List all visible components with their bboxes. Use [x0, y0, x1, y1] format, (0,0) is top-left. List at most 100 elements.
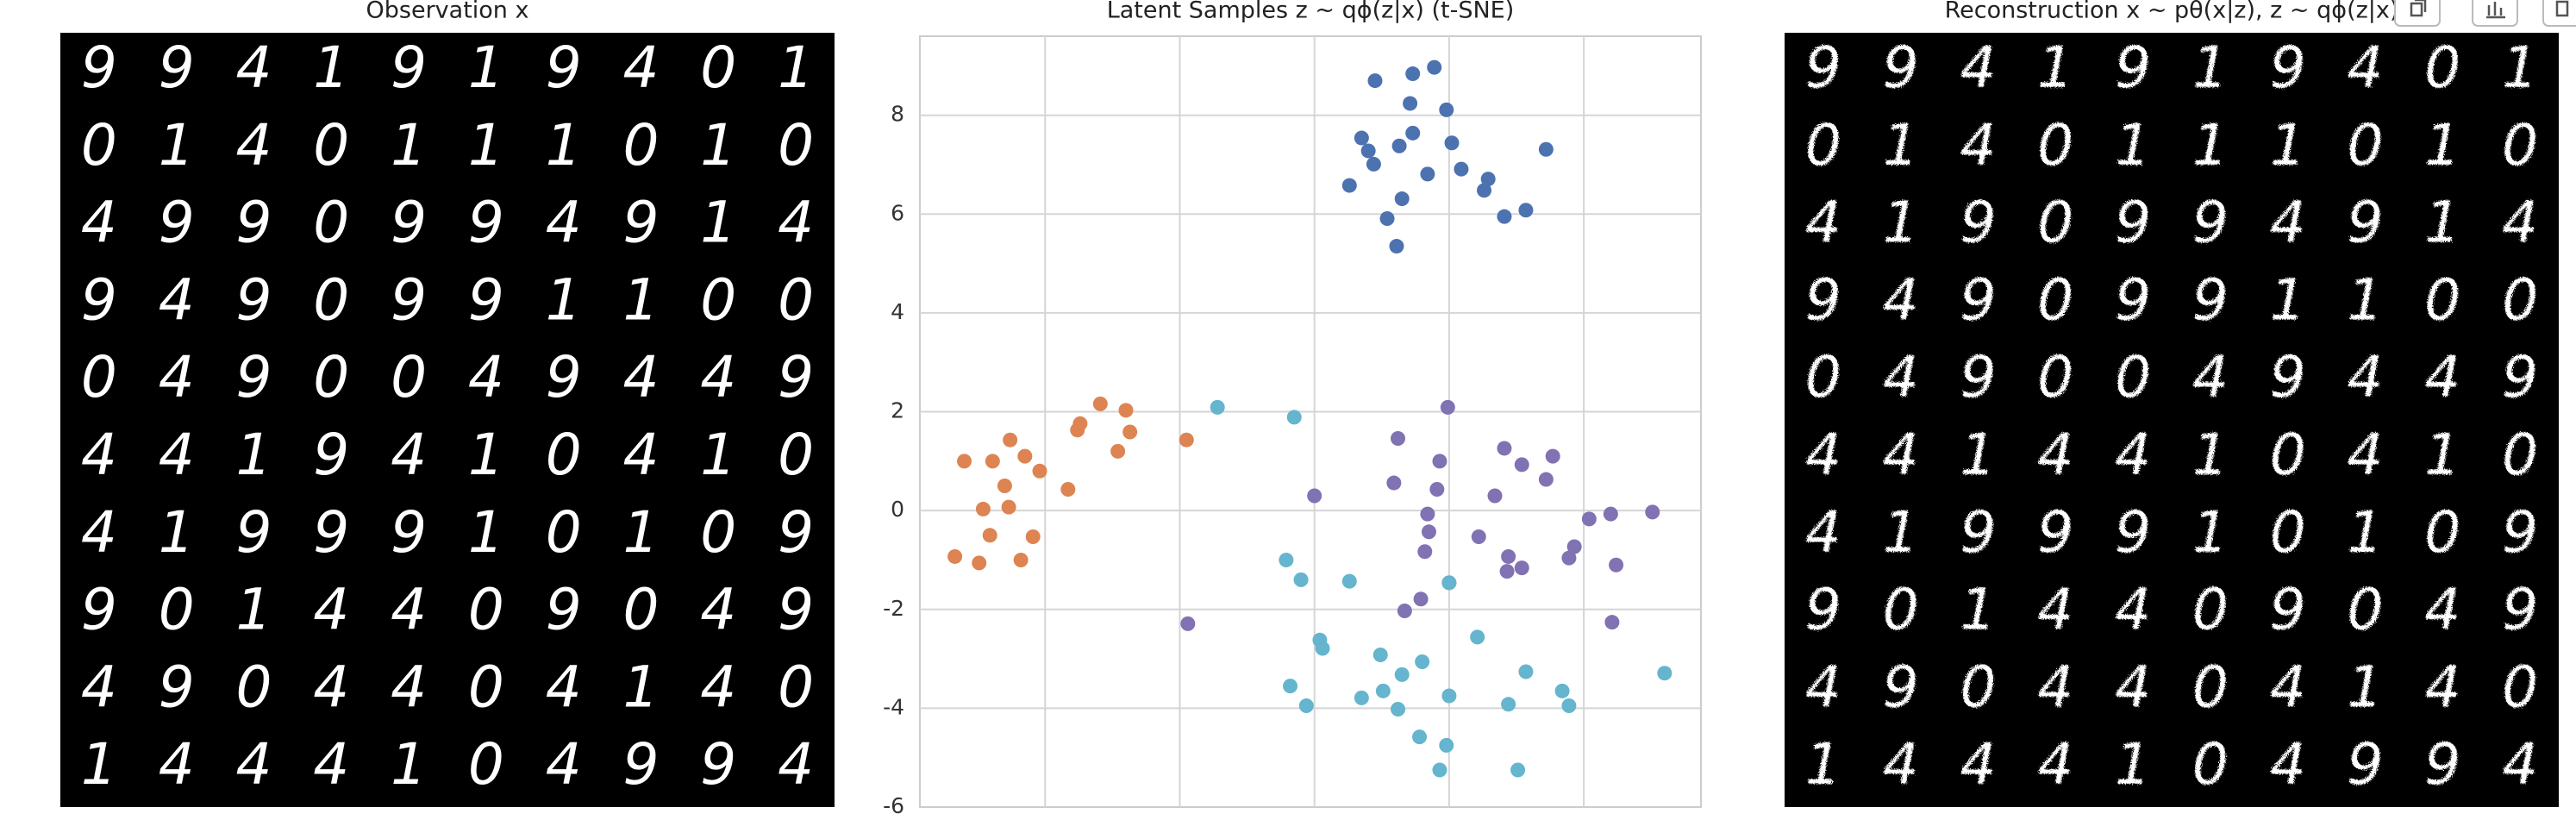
y-tick-label: 4	[891, 299, 904, 324]
point	[1609, 557, 1624, 573]
digit: 0	[313, 266, 349, 333]
point	[1403, 96, 1418, 111]
expand-button[interactable]	[2542, 0, 2576, 27]
point	[1480, 172, 1496, 187]
digit: 9	[546, 34, 582, 101]
digit: 1	[546, 266, 582, 333]
digit: 9	[778, 344, 814, 410]
digit: 9	[391, 34, 427, 101]
point	[1293, 572, 1309, 587]
digit: 1	[236, 577, 272, 643]
point	[1397, 603, 1412, 618]
digit: 9	[236, 344, 272, 410]
digit: 4	[468, 344, 504, 410]
digit: 0	[2348, 577, 2384, 643]
point	[947, 548, 963, 564]
digit: 9	[2192, 266, 2229, 333]
point	[1412, 729, 1428, 745]
digit: 9	[313, 499, 349, 566]
digit: 0	[700, 266, 736, 333]
digit: 9	[1883, 654, 1919, 720]
digit: 1	[2192, 422, 2229, 488]
reconstruction-panel	[1785, 33, 2559, 807]
point	[1386, 475, 1402, 491]
chart-button[interactable]	[2472, 0, 2518, 27]
copy-button[interactable]	[2394, 0, 2441, 27]
digit: 4	[2037, 577, 2073, 643]
digit: 9	[236, 499, 272, 566]
digit: 9	[2115, 499, 2151, 566]
digit: 9	[2270, 34, 2306, 101]
digit: 4	[159, 422, 195, 488]
digit: 4	[700, 344, 736, 410]
point	[985, 454, 1000, 469]
point	[1070, 423, 1085, 438]
point	[1518, 203, 1534, 218]
point	[1389, 239, 1404, 254]
digit: 0	[468, 654, 504, 720]
point	[1391, 702, 1406, 717]
digit: 0	[2502, 266, 2538, 333]
digit: 1	[2270, 112, 2306, 178]
plot-area	[919, 35, 1702, 808]
point	[1510, 762, 1526, 778]
digit: 4	[623, 422, 660, 488]
point	[1470, 629, 1485, 645]
digit: 0	[2270, 499, 2306, 566]
point	[1454, 161, 1469, 177]
point	[1581, 511, 1597, 527]
point	[1210, 399, 1225, 415]
digit: 4	[2502, 731, 2538, 798]
digit: 4	[313, 731, 349, 798]
digit: 1	[1883, 190, 1919, 256]
digit: 1	[700, 190, 736, 256]
digit: 4	[546, 190, 582, 256]
point	[1060, 482, 1076, 498]
digit: 4	[700, 577, 736, 643]
digit: 4	[159, 344, 195, 410]
digit: 0	[313, 190, 349, 256]
point	[1298, 698, 1314, 714]
digit: 0	[1883, 577, 1919, 643]
digit: 4	[778, 731, 814, 798]
point	[1354, 130, 1369, 146]
point	[1415, 654, 1430, 670]
point	[1518, 664, 1534, 679]
digit: 0	[81, 344, 117, 410]
point	[1391, 430, 1406, 446]
digit: 0	[2502, 112, 2538, 178]
digit: 1	[2192, 112, 2229, 178]
digit: 0	[623, 577, 660, 643]
point	[1405, 66, 1421, 82]
digit: 4	[1883, 422, 1919, 488]
digit: 4	[81, 422, 117, 488]
digit: 0	[2192, 577, 2229, 643]
digit: 4	[546, 731, 582, 798]
digit: 1	[2424, 190, 2460, 256]
digit: 0	[2424, 34, 2460, 101]
digit: 9	[81, 577, 117, 643]
point	[1360, 143, 1376, 159]
point	[1499, 564, 1515, 579]
digit: 9	[391, 499, 427, 566]
digit: 9	[2115, 34, 2151, 101]
point	[1354, 690, 1369, 705]
point	[1092, 396, 1108, 411]
digit: 4	[2115, 577, 2151, 643]
digit: 0	[2502, 654, 2538, 720]
digit: 0	[1805, 112, 1841, 178]
digit: 0	[700, 34, 736, 101]
point	[1017, 448, 1033, 464]
digit: 1	[81, 731, 117, 798]
digit: 9	[1960, 499, 1997, 566]
point	[1001, 499, 1016, 515]
digit: 0	[2424, 499, 2460, 566]
point	[1440, 399, 1455, 415]
point	[1379, 210, 1395, 226]
point	[1441, 688, 1457, 704]
digit: 0	[778, 422, 814, 488]
point	[1405, 125, 1421, 141]
point	[1180, 616, 1196, 631]
